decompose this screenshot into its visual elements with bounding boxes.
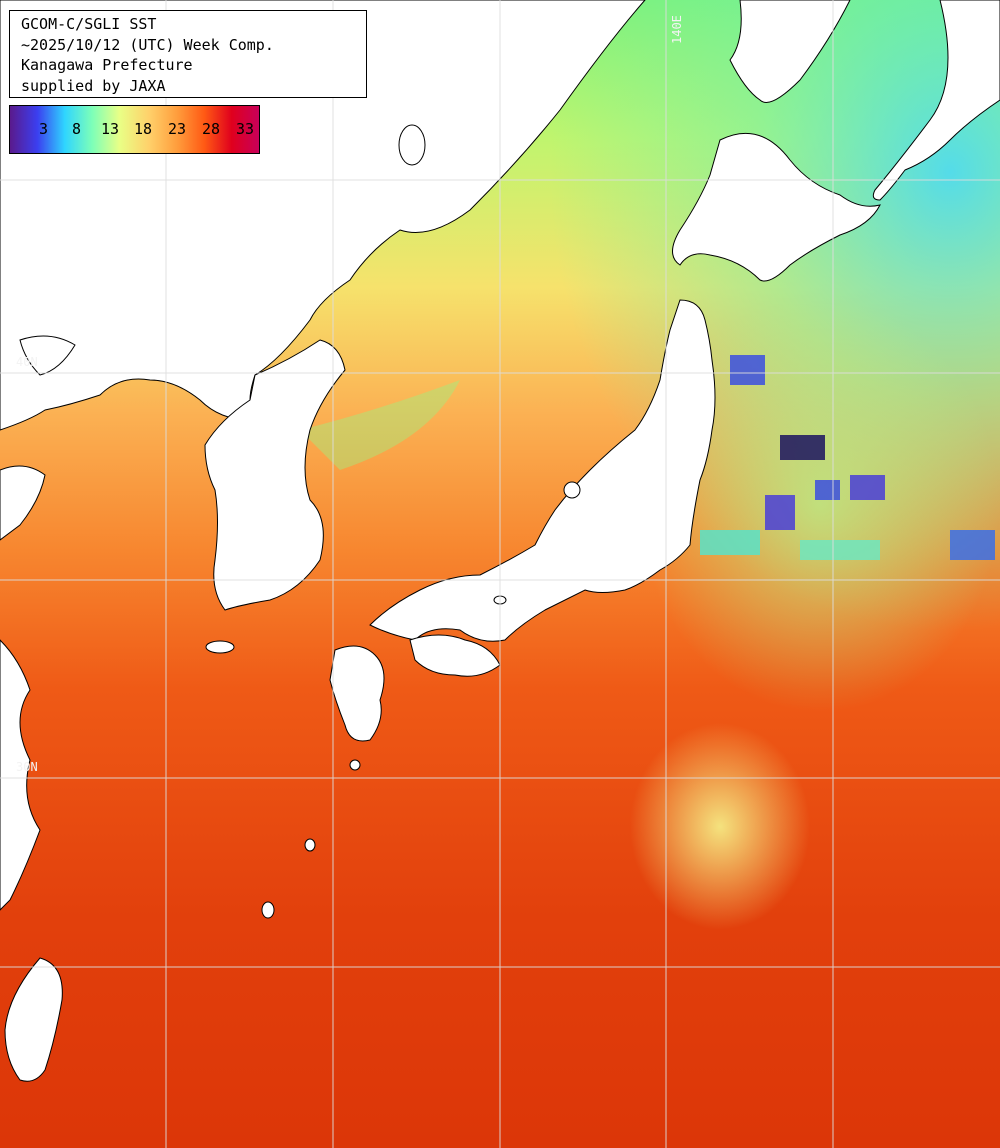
colorbar-tick: 23: [168, 120, 187, 138]
land-china-coast: [0, 465, 46, 541]
land-island-okhotsk: [398, 124, 426, 166]
land-hokkaido: [672, 132, 881, 282]
title-box: GCOM-C/SGLI SST ~2025/10/12 (UTC) Week C…: [9, 10, 367, 98]
lat-label-30n: 30N: [16, 760, 38, 774]
title-line-date: ~2025/10/12 (UTC) Week Comp.: [21, 35, 274, 54]
colorbar-tick: 28: [202, 120, 221, 138]
land-shandong: [19, 335, 76, 376]
land-ryukyu-island-2: [304, 838, 316, 852]
land-china-coast-south: [0, 639, 41, 911]
title-line-satellite: GCOM-C/SGLI SST: [21, 15, 157, 33]
land-ryukyu-island: [261, 901, 275, 919]
colorbar-tick: 18: [134, 120, 153, 138]
sea-of-japan-cool-streak: [300, 380, 460, 470]
lon-label-140e: 140E: [670, 15, 684, 44]
land-korea: [204, 339, 346, 611]
land-kuril-edge: [872, 0, 1000, 201]
land-kyushu: [329, 645, 385, 742]
land-sado: [563, 481, 581, 499]
colorbar-tick: 33: [236, 120, 255, 138]
land-taiwan: [4, 957, 63, 1082]
title-line-credit: supplied by JAXA: [21, 76, 166, 95]
land-jeju: [205, 640, 235, 654]
colorbar-tick: 8: [72, 120, 82, 138]
cloud-speckles: [700, 355, 995, 560]
colorbar-tick: 3: [39, 120, 49, 138]
color-scale-bar: 3 8 13 18 23 28 33: [9, 105, 260, 154]
title-line-region: Kanagawa Prefecture: [21, 56, 193, 74]
land-sakhalin: [729, 0, 851, 103]
land-yakushima: [349, 759, 361, 771]
lat-label-40n: 40N: [16, 355, 38, 369]
colorbar-tick: 13: [101, 120, 120, 138]
